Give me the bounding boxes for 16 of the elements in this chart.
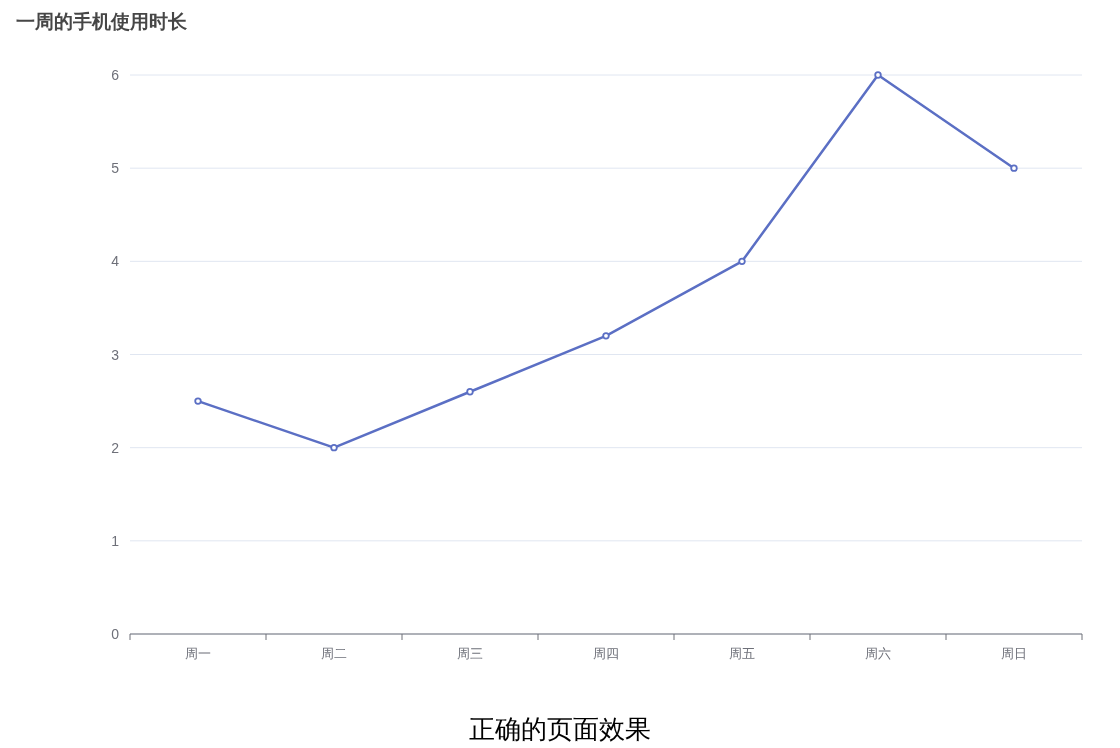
x-tick-label: 周六 (865, 646, 891, 661)
y-tick-label: 4 (111, 253, 120, 270)
x-tick-label: 周四 (593, 646, 619, 661)
x-tick-label: 周二 (321, 646, 347, 661)
x-tick-label: 周五 (729, 646, 755, 661)
y-tick-label: 1 (111, 532, 120, 549)
y-tick-label: 0 (111, 626, 120, 642)
text: 正确的页面效果 (469, 715, 651, 744)
y-tick-label: 6 (111, 67, 120, 83)
chart-title: 一周的手机使用时长 (16, 11, 188, 32)
y-tick-label: 5 (111, 160, 120, 177)
y-tick-label: 2 (111, 439, 120, 456)
x-tick-label: 周日 (1001, 646, 1027, 661)
x-tick-label: 周一 (185, 646, 211, 661)
x-tick-label: 周三 (457, 646, 483, 661)
y-tick-label: 3 (111, 346, 120, 363)
